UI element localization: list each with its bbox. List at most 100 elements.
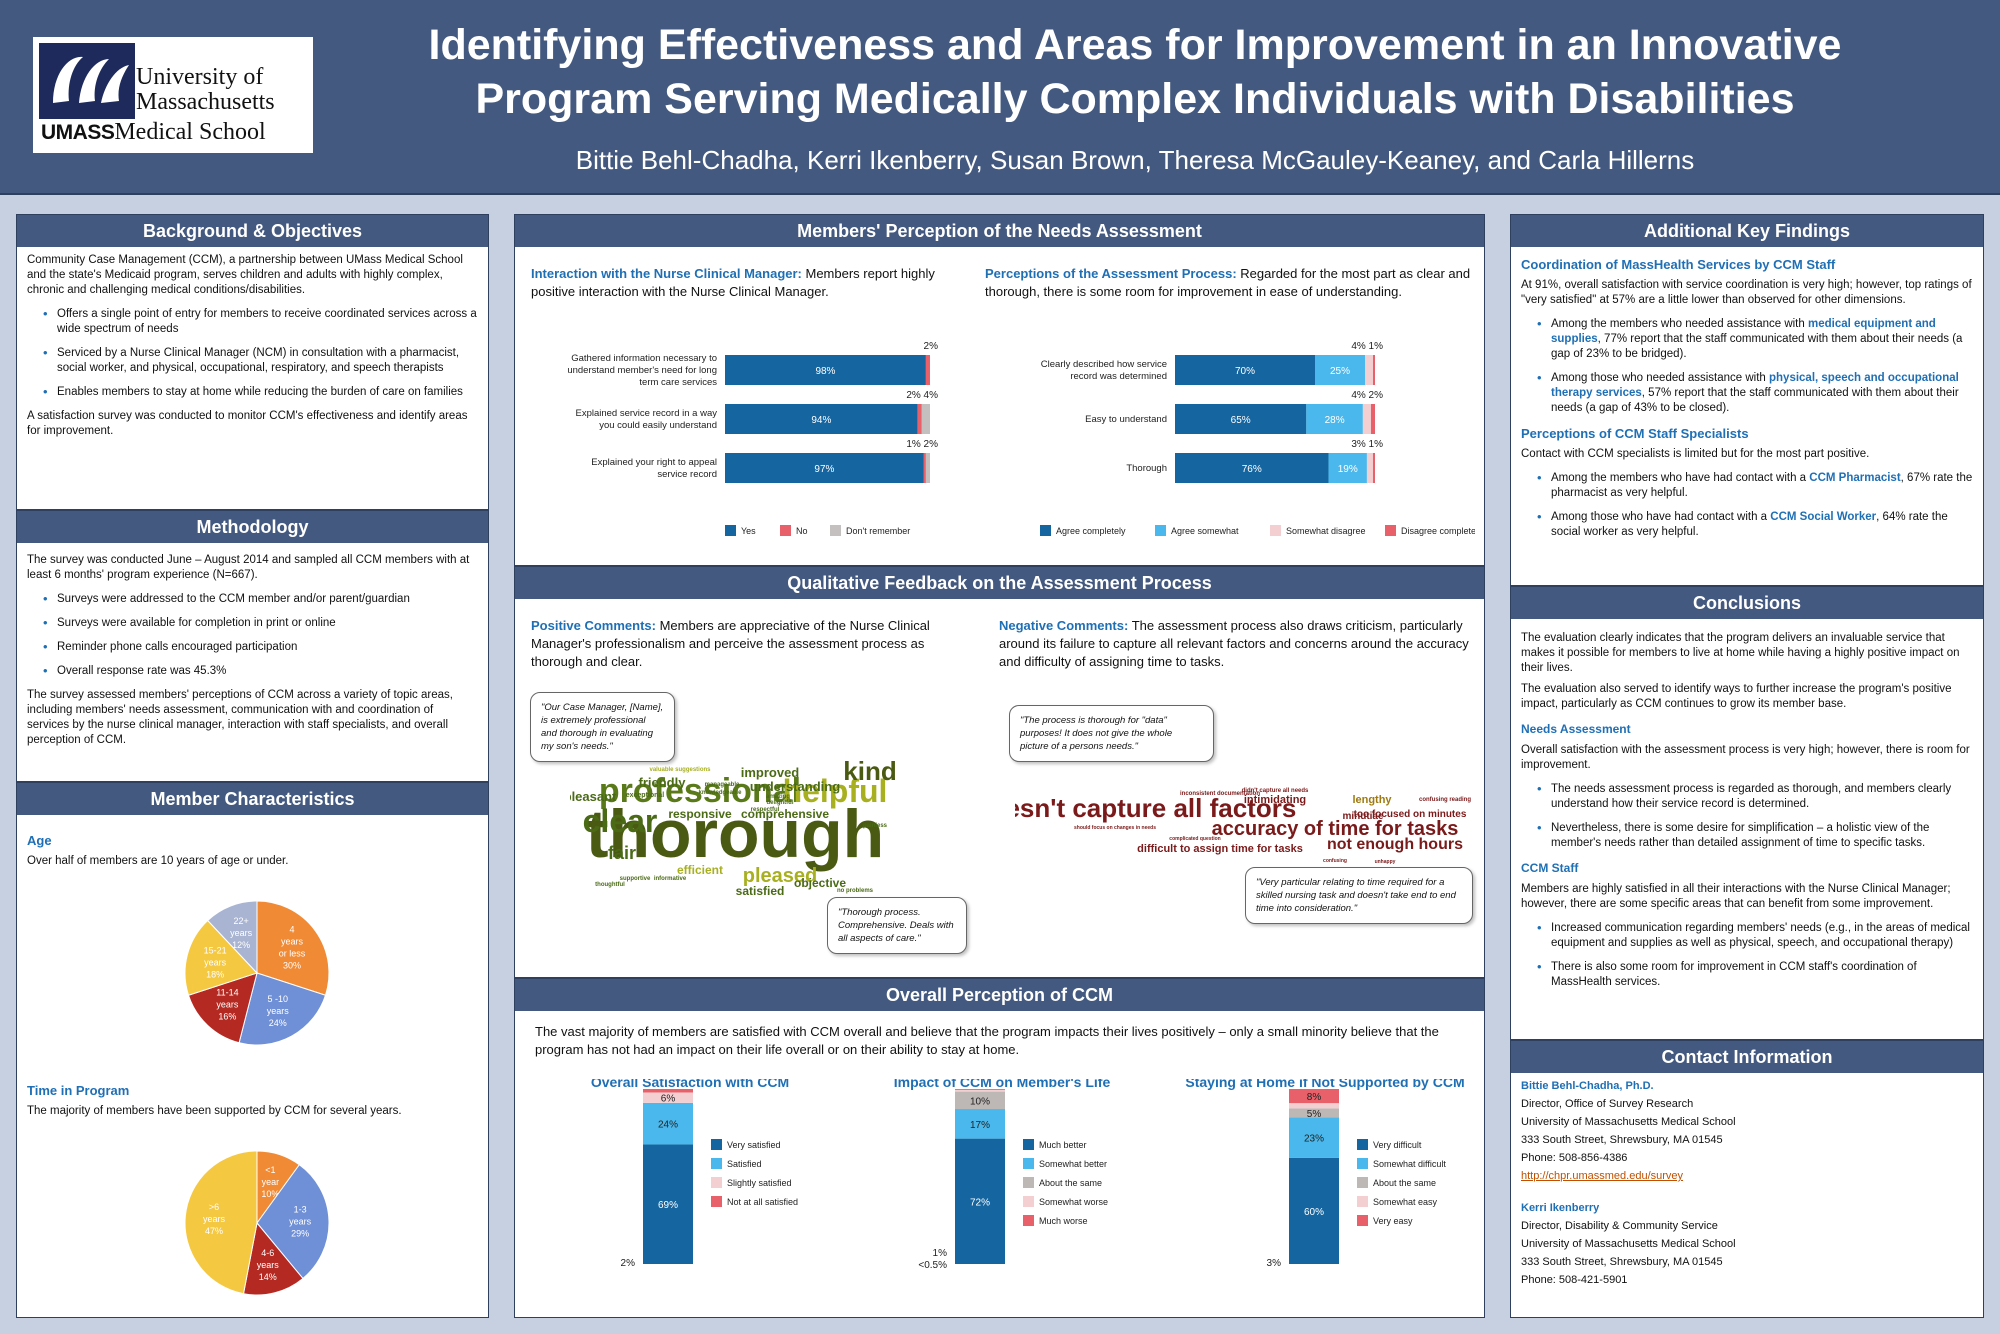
methodology-panel: Methodology The survey was conducted Jun… [16, 510, 489, 782]
word-cloud-word: pleased [743, 865, 817, 887]
legend-label: No [796, 526, 808, 536]
bar-category-label: Explained your right to appeal [591, 457, 717, 468]
ccm-staff-subheading: CCM Staff [1521, 861, 1579, 875]
bar-value-label: 94% [811, 415, 831, 426]
additional-b2-post: , 57% report that the staff communicated… [1551, 387, 1959, 414]
legend-swatch [1357, 1158, 1368, 1169]
word-cloud-word: professional [599, 772, 801, 810]
bar-chart-title: Staying at Home if Not Supported by CCM [1185, 1079, 1464, 1090]
legend-swatch [711, 1196, 722, 1207]
word-cloud-word: painless [863, 823, 888, 829]
pie-label-line: year [262, 1177, 280, 1187]
legend-swatch [1357, 1196, 1368, 1207]
bar-category-label: Explained service record in a way [575, 408, 717, 419]
bar-segment [1370, 404, 1375, 434]
poster-title: Identifying Effectiveness and Areas for … [340, 18, 1930, 126]
legend-label: Agree completely [1056, 526, 1126, 536]
additional-bullet: Among those who needed assistance with p… [1521, 370, 1973, 416]
bar-value-label: 97% [814, 464, 834, 475]
methodology-p2: The survey assessed members' perceptions… [27, 689, 453, 746]
methodology-heading: Methodology [17, 511, 488, 543]
word-cloud-word: responsive [668, 807, 732, 821]
word-cloud-word: complicated question [1169, 836, 1220, 842]
conclusions-p1: The evaluation clearly indicates that th… [1521, 632, 1960, 674]
coordination-subheading: Coordination of MassHealth Services by C… [1521, 257, 1836, 272]
additional-b2-pre: Among those who needed assistance with [1551, 372, 1769, 384]
legend-label: Very easy [1373, 1216, 1413, 1226]
word-cloud-word: kind [843, 756, 896, 786]
pie-slice [256, 900, 330, 996]
needs-right-intro: Perceptions of the Assessment Process: R… [985, 265, 1475, 301]
pie-label-line: 1-3 [294, 1205, 307, 1215]
additional-b1-highlight: medical equipment and supplies [1551, 318, 1936, 345]
bar-segment [725, 404, 918, 434]
contact-1-org: University of Massachusetts Medical Scho… [1521, 1116, 1736, 1128]
pie-slice-label: 4 years or less 30% [279, 925, 306, 971]
bar-value-label: 69% [658, 1200, 678, 1211]
logo-line2: Massachusetts [136, 89, 275, 115]
word-cloud-word: informative [654, 876, 687, 882]
pie-slice-label: 1-3 years 29% [289, 1205, 312, 1239]
time-title: Time in Program [27, 1083, 130, 1098]
bar-segment [643, 1102, 693, 1145]
word-cloud-word: efficient [677, 863, 723, 877]
negative-intro: Negative Comments: The assessment proces… [999, 617, 1469, 671]
bar-segment [1289, 1157, 1339, 1264]
bar-value-label: 10% [970, 1096, 990, 1107]
bar-top-label: 4% 1% [1351, 341, 1383, 352]
positive-quote-1: "Our Case Manager, [Name], is extremely … [530, 692, 675, 762]
bar-segment [643, 1089, 693, 1093]
legend-swatch [830, 525, 841, 536]
legend-label: Don't remember [846, 526, 910, 536]
bar-segment [1289, 1108, 1339, 1118]
word-cloud-word: thoughtful [595, 882, 625, 888]
bar-segment [955, 1138, 1005, 1264]
conclusions-heading: Conclusions [1511, 587, 1983, 619]
legend-label: Agree somewhat [1171, 526, 1239, 536]
bar-top-label: 3% 1% [1351, 439, 1383, 450]
conclusions-p4: Members are highly satisfied in all thei… [1521, 883, 1951, 910]
overall-bar-charts: Overall Satisfaction with CCM 69% Very sat… [591, 1079, 1465, 1271]
legend-swatch [1040, 525, 1051, 536]
methodology-bullet: Surveys were addressed to the CCM member… [27, 591, 478, 607]
legend-swatch [780, 525, 791, 536]
bar-segment [1175, 355, 1315, 385]
bar-top-label: 2% 4% [906, 390, 938, 401]
pie-label-line: <1 [265, 1165, 275, 1175]
bar-value-label: 5% [1307, 1109, 1322, 1120]
contact-2-address: 333 South Street, Shrewsbury, MA 01545 [1521, 1256, 1723, 1268]
bar-segment [1289, 1117, 1339, 1158]
word-cloud-word: clear [583, 803, 658, 839]
needs-right-lead: Perceptions of the Assessment Process: [985, 266, 1237, 281]
pie-label-line: 22+ [233, 916, 248, 926]
word-cloud-word: accuracy of time for tasks [1212, 818, 1459, 840]
pie-label-line: years [203, 1214, 226, 1224]
word-cloud-word: didn't capture all needs [1242, 788, 1309, 794]
legend-swatch [1357, 1215, 1368, 1226]
word-cloud-word: should focus on changes in needs [1074, 825, 1156, 831]
bar-category-label: Thorough [1126, 463, 1167, 474]
age-text: Over half of members are 10 years of age… [27, 855, 289, 867]
word-cloud-word: lengthy [1352, 794, 1392, 806]
bar-side-label: 2% [621, 1258, 636, 1269]
contact-1-link[interactable]: http://chpr.umassmed.edu/survey [1521, 1170, 1684, 1182]
member-characteristics-heading: Member Characteristics [17, 783, 488, 815]
legend-swatch [1023, 1158, 1034, 1169]
word-cloud-word: doesn't capture all factors [1015, 793, 1296, 823]
bar-top-label: 1% 2% [906, 439, 938, 450]
time-pie-chart: <1 year 10% 1-3 years 29% 4-6 years 14% >6 years 47… [184, 1150, 330, 1296]
bar-segment [1366, 453, 1373, 483]
word-cloud-word: intimidating [1244, 794, 1306, 806]
needs-assessment-subheading: Needs Assessment [1521, 722, 1631, 736]
contact-2-title: Director, Disability & Community Service [1521, 1220, 1718, 1232]
word-cloud-word: exceptional [626, 792, 665, 799]
bar-chart-title: Overall Satisfaction with CCM [591, 1079, 789, 1090]
word-cloud-word: satisfied [736, 884, 785, 898]
negative-quote-1: "The process is thorough for "data" purp… [1009, 705, 1214, 762]
pie-label-line: 10% [261, 1189, 279, 1199]
additional-heading: Additional Key Findings [1511, 215, 1983, 247]
bar-side-label: 3% [1267, 1258, 1282, 1269]
contact-panel: Contact Information Bittie Behl-Chadha, … [1510, 1040, 1984, 1318]
additional-b3-highlight: CCM Pharmacist [1809, 472, 1901, 484]
